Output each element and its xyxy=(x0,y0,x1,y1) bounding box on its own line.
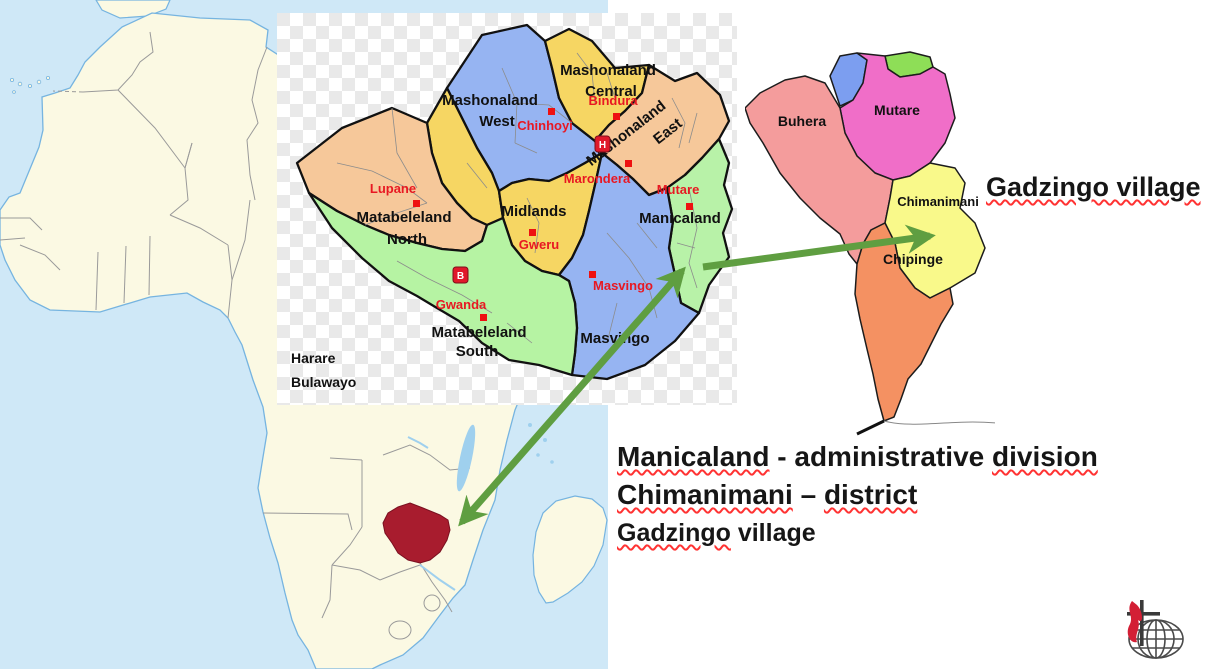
city-label-gweru: Gweru xyxy=(519,237,560,252)
cross-icon xyxy=(1127,600,1160,646)
label-midlands: Midlands xyxy=(501,203,566,220)
label-mutare-district: Mutare xyxy=(874,102,920,118)
city-square-mutare xyxy=(686,203,693,210)
label-buhera: Buhera xyxy=(778,113,826,129)
cross-flame-globe-logo xyxy=(1127,600,1184,659)
city-label-lupane: Lupane xyxy=(370,181,416,196)
label-matabeleland-north-2: North xyxy=(387,231,427,248)
city-square-gwanda xyxy=(480,314,487,321)
canary-islands xyxy=(9,76,51,94)
label-masvingo-province: Masvingo xyxy=(580,330,649,347)
city-square-marondera xyxy=(625,160,632,167)
caption-block: Manicaland - administrative division Chi… xyxy=(617,438,1098,552)
label-matabeleland-north-1: Matabeleland xyxy=(356,209,451,226)
city-label-bindura: Bindura xyxy=(588,93,638,108)
caption-line-1: Manicaland - administrative division xyxy=(617,441,1098,472)
label-mashonaland-central-2: Central xyxy=(585,83,637,100)
caption-line-3: Gadzingo village xyxy=(617,519,816,547)
village-callout: Gadzingo village xyxy=(986,172,1201,203)
label-chipinge: Chipinge xyxy=(883,251,943,267)
city-label-marondera: Marondera xyxy=(564,171,631,186)
bulawayo-marker: B xyxy=(452,266,469,284)
city-label-chinhoyi: Chinhoyi xyxy=(517,118,573,133)
label-mashonaland-west-2: West xyxy=(479,113,515,130)
city-square-lupane xyxy=(413,200,420,207)
label-matabeleland-south-1: Matabeleland xyxy=(431,324,526,341)
svg-text:B: B xyxy=(457,271,464,282)
caption-line-2: Chimanimani – district xyxy=(617,479,918,510)
label-mashonaland-west-1: Mashonaland xyxy=(442,92,538,109)
border-line xyxy=(856,419,885,436)
district-chipinge xyxy=(854,222,954,422)
harare-marker: H xyxy=(594,135,611,153)
svg-text:H: H xyxy=(599,140,606,151)
city-label-gwanda: Gwanda xyxy=(436,297,487,312)
city-square-gweru xyxy=(529,229,536,236)
coastline xyxy=(883,420,995,425)
city-label-masvingo: Masvingo xyxy=(593,278,653,293)
zimbabwe-provinces-map: Mashonaland West Mashonaland Central Mas… xyxy=(291,23,734,390)
corner-note-harare: Harare xyxy=(291,350,336,366)
label-mashonaland-central-1: Mashonaland xyxy=(560,62,656,79)
label-manicaland: Manicaland xyxy=(639,210,721,227)
city-square-masvingo xyxy=(589,271,596,278)
country-borders xyxy=(0,31,471,640)
zimbabwe-highlight xyxy=(382,502,451,564)
corner-note-bulawayo: Bulawayo xyxy=(291,374,356,390)
flame-icon xyxy=(1127,601,1143,643)
zimbabwe-inset: Mashonaland West Mashonaland Central Mas… xyxy=(277,13,737,405)
city-square-bindura xyxy=(613,113,620,120)
manicaland-districts-map: Buhera Mutare Chimanimani Chipinge xyxy=(745,51,995,436)
label-chimanimani: Chimanimani xyxy=(897,194,979,209)
city-label-mutare: Mutare xyxy=(657,182,700,197)
village-callout-word: Gadzingo village xyxy=(986,172,1201,202)
label-matabeleland-south-2: South xyxy=(456,343,499,360)
city-square-chinhoyi xyxy=(548,108,555,115)
